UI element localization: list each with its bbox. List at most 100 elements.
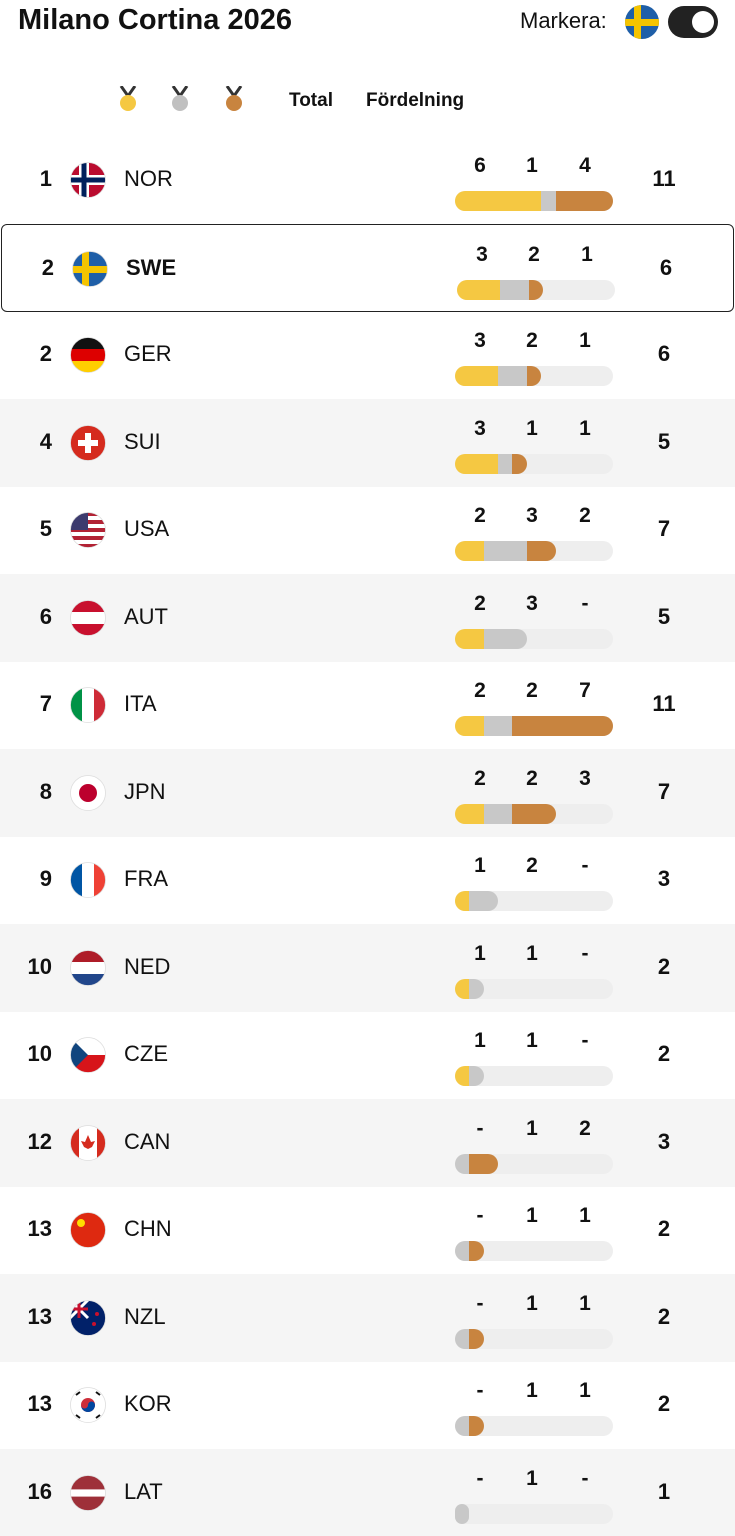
distribution-bar — [455, 716, 613, 736]
distribution-bar — [455, 1328, 484, 1349]
flag — [70, 774, 106, 811]
gold-segment — [455, 978, 470, 999]
total-count: 5 — [657, 603, 671, 629]
total-count: 7 — [657, 778, 671, 804]
silver-segment — [500, 279, 529, 300]
distribution-bar — [455, 628, 527, 649]
flag — [70, 1037, 106, 1073]
gold-count: - — [476, 1466, 484, 1490]
gold-count: 2 — [474, 766, 486, 790]
total-count: 2 — [657, 953, 671, 979]
column-header: Fördelning — [366, 90, 465, 111]
flag-icon — [70, 424, 106, 461]
distribution-track — [457, 279, 615, 300]
distribution-bar — [455, 891, 499, 911]
medal-row: 7 ITA 2 2 7 11 — [0, 661, 735, 749]
silver-count: 1 — [526, 941, 538, 965]
rank: 6 — [39, 603, 52, 629]
medal-row: 12 CAN -1 2 3 — [0, 1098, 735, 1187]
bronze-segment — [555, 191, 613, 211]
total-count: 1 — [657, 1478, 671, 1504]
distribution-track — [455, 453, 613, 474]
bronze-segment — [526, 366, 542, 386]
rank: 2 — [41, 254, 54, 280]
total-count: 2 — [657, 1216, 671, 1241]
country-code: CZE — [124, 1041, 168, 1066]
bronze-segment — [512, 716, 613, 736]
gold-segment — [455, 716, 484, 736]
distribution-bar — [455, 453, 527, 474]
distribution-track — [455, 891, 613, 911]
total-count: 7 — [657, 516, 671, 541]
rank: 8 — [39, 778, 52, 804]
distribution-track — [455, 366, 613, 386]
distribution-bar — [455, 1153, 499, 1174]
flag-icon — [70, 1387, 106, 1423]
silver-segment — [469, 978, 484, 999]
silver-count: 2 — [526, 766, 538, 790]
distribution-track — [455, 628, 613, 649]
bronze-count: 1 — [581, 242, 593, 266]
silver-count: 1 — [526, 1116, 538, 1140]
country-code: CAN — [124, 1128, 171, 1154]
medal-row: 5 USA 2 3 2 7 — [0, 486, 735, 574]
flag — [70, 1299, 106, 1336]
rank: 5 — [39, 516, 52, 541]
rank: 13 — [27, 1391, 52, 1416]
gold-count: 6 — [474, 154, 486, 177]
silver-count: 2 — [526, 854, 538, 877]
distribution-bar — [455, 191, 613, 211]
bronze-count: - — [581, 1466, 589, 1490]
distribution-bar — [457, 279, 544, 300]
silver-segment — [483, 803, 513, 824]
title: Milano Cortina 2026 — [18, 4, 292, 36]
gold-count: 2 — [474, 504, 486, 527]
flag-icon — [70, 687, 106, 723]
rank: 9 — [39, 866, 52, 891]
flag — [70, 424, 106, 461]
silver-segment — [541, 191, 556, 211]
gold-segment — [455, 1066, 470, 1086]
gold-count: 3 — [474, 329, 486, 352]
bronze-count: 3 — [579, 766, 591, 790]
country-code: ITA — [124, 691, 157, 716]
silver-count: 3 — [526, 591, 538, 615]
distribution-track — [455, 1328, 613, 1349]
gold-segment — [455, 541, 484, 561]
silver-count: 1 — [526, 416, 538, 440]
total-count: 6 — [659, 254, 673, 280]
silver-segment — [455, 1503, 470, 1524]
distribution-bar — [455, 366, 542, 386]
rank: 12 — [27, 1128, 52, 1154]
rank: 10 — [27, 1041, 52, 1066]
country-code: AUT — [124, 603, 168, 629]
total-count: 11 — [652, 691, 676, 716]
toggle-switch[interactable] — [668, 6, 718, 38]
medal-row: 1 NOR 6 1 4 11 — [0, 136, 735, 224]
bronze-segment — [469, 1328, 484, 1349]
rank: 7 — [39, 691, 52, 716]
medal-icons — [119, 86, 243, 111]
rank: 13 — [27, 1216, 52, 1241]
country-code: NED — [124, 953, 171, 979]
medal-row: 6 AUT 2 3 - 5 — [0, 573, 735, 662]
silver-segment — [455, 1153, 470, 1174]
total-count: 2 — [657, 1041, 671, 1066]
distribution-track — [455, 541, 613, 561]
rank: 10 — [27, 953, 52, 979]
medal-row: 16 LAT - 1 - 1 — [0, 1448, 735, 1536]
gold-count: 3 — [474, 416, 486, 440]
flag-icon — [70, 862, 106, 898]
sweden-flag — [625, 5, 659, 39]
distribution-bar — [455, 978, 484, 999]
total-count: 11 — [652, 166, 676, 191]
silver-segment — [483, 716, 513, 736]
distribution-bar — [455, 1241, 484, 1261]
rank: 1 — [39, 166, 52, 191]
gold-segment — [455, 453, 499, 474]
distribution-bar — [455, 1416, 484, 1436]
bronze-segment — [469, 1241, 484, 1261]
bronze-segment — [528, 279, 544, 300]
flag — [70, 862, 106, 898]
